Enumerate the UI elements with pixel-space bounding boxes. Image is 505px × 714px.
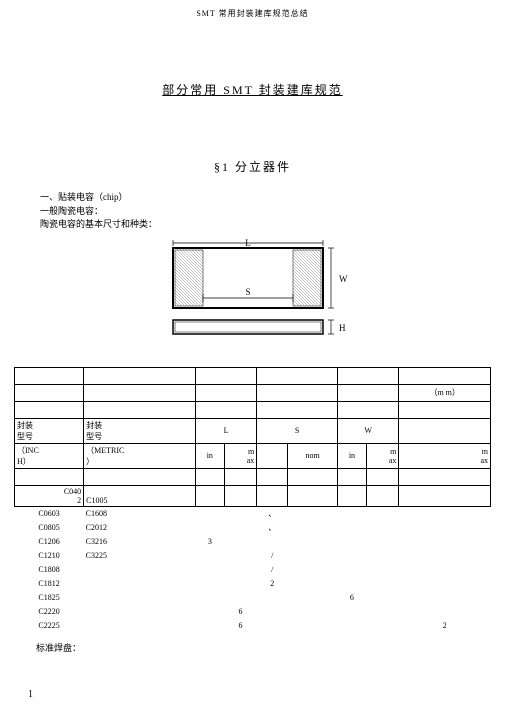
intro-block: 一、贴装电容（chip） 一般陶瓷电容： 陶瓷电容的基本尺寸和种类： <box>40 191 505 232</box>
table-row <box>15 401 491 418</box>
label-H: H <box>339 323 346 333</box>
table-row: （m m） <box>15 384 491 401</box>
chip-diagram: L W S H <box>0 238 505 351</box>
label-W: W <box>339 274 348 284</box>
page-number: 1 <box>28 689 33 700</box>
table-row: C22206 <box>15 605 491 619</box>
table-row: C0805C2012、 <box>15 521 491 535</box>
table-row: C18256 <box>15 591 491 605</box>
table-row: C1808/ <box>15 563 491 577</box>
table-row: C0603C1608、 <box>15 506 491 521</box>
table-row: C222562 <box>15 619 491 633</box>
label-S: S <box>245 287 250 297</box>
table-row: 封装型号封装型号LSW <box>15 418 491 443</box>
table-row: C0402C1005 <box>15 485 491 506</box>
intro-line-2: 一般陶瓷电容： <box>40 205 505 219</box>
intro-line-3: 陶瓷电容的基本尺寸和种类： <box>40 218 505 232</box>
section-heading: §1 分立器件 <box>0 158 505 175</box>
table-row <box>15 468 491 485</box>
label-L: L <box>245 238 251 248</box>
page-header: SMT 常用封装建库规范总结 <box>0 0 505 19</box>
footer-label: 标准焊盘： <box>36 641 505 654</box>
intro-line-1: 一、贴装电容（chip） <box>40 191 505 205</box>
spec-table: （m m） 封装型号封装型号LSW （INCH）（METRIC）inmaxnom… <box>14 367 491 633</box>
table-row: （INCH）（METRIC）inmaxnominmaxmax <box>15 443 491 468</box>
table-row: C1206C32163 <box>15 535 491 549</box>
table-row: C1210C3225/ <box>15 549 491 563</box>
table-row: C18122 <box>15 577 491 591</box>
main-title: 部分常用 SMT 封装建库规范 <box>0 81 505 98</box>
table-row <box>15 367 491 384</box>
